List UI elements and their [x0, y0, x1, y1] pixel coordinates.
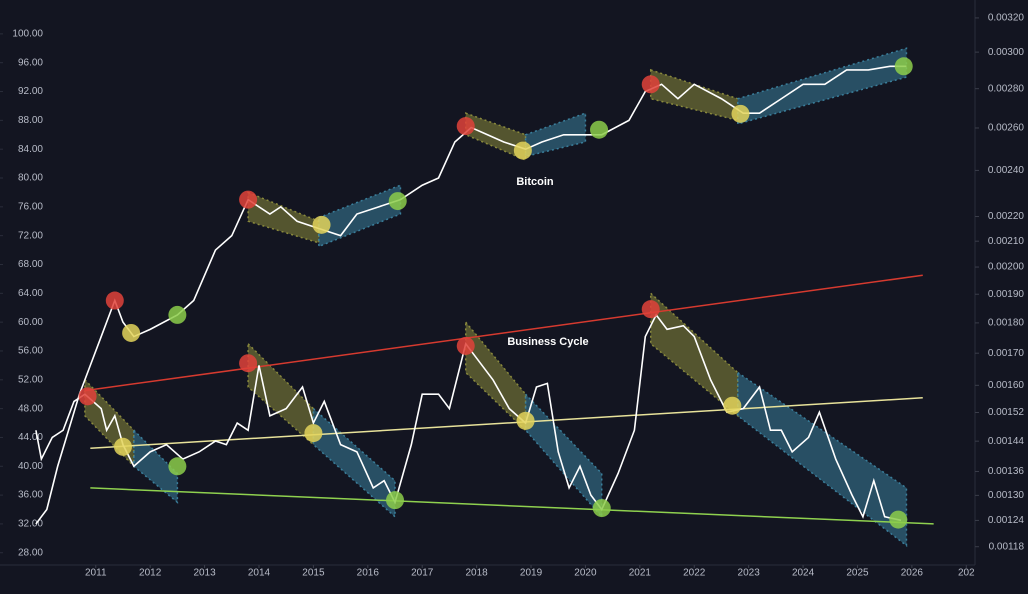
signal-dot [168, 305, 187, 324]
y2-tick-label: 0.00160 [988, 380, 1025, 391]
y-tick-label: 52.00 [18, 374, 43, 385]
signal-dot [386, 491, 405, 510]
y2-tick-label: 0.00144 [988, 436, 1025, 447]
x-tick-label: 2011 [85, 568, 107, 579]
x-tick-label: 2020 [574, 568, 597, 579]
signal-dot [113, 437, 132, 456]
x-tick-label: 2024 [792, 568, 815, 579]
signal-dot [723, 396, 742, 415]
y2-tick-label: 0.00300 [988, 47, 1025, 58]
y2-tick-label: 0.00136 [988, 466, 1025, 477]
trend-line [90, 487, 934, 525]
y2-tick-label: 0.00170 [988, 348, 1025, 359]
x-tick-label: 2026 [901, 568, 924, 579]
signal-dot [456, 117, 475, 136]
y-tick-label: 76.00 [18, 201, 43, 212]
x-tick-label: 2022 [683, 568, 706, 579]
channel [133, 428, 179, 504]
signal-dot [456, 336, 475, 355]
channel [737, 371, 908, 548]
y2-tick-label: 0.00180 [988, 318, 1025, 329]
x-tick-label: 2018 [465, 568, 488, 579]
signal-dot [516, 411, 535, 430]
y2-tick-label: 0.00280 [988, 83, 1025, 94]
x-tick-label: 2016 [357, 568, 380, 579]
y-tick-label: 68.00 [18, 259, 43, 270]
signal-dot [889, 510, 908, 529]
x-tick-label: 2015 [302, 568, 325, 579]
y-tick-label: 36.00 [18, 490, 43, 501]
signal-dot [641, 300, 660, 319]
y-tick-label: 100.00 [12, 29, 43, 40]
series-label: Bitcoin [516, 176, 554, 188]
y-tick-label: 44.00 [18, 432, 43, 443]
signal-dot [105, 291, 124, 310]
signal-dot [590, 120, 609, 139]
y-tick-label: 88.00 [18, 115, 43, 126]
channel [737, 47, 908, 125]
signal-dot [388, 192, 407, 211]
x-tick-label: 2012 [139, 568, 162, 579]
y-tick-label: 80.00 [18, 173, 43, 184]
x-tick-label: 2013 [193, 568, 216, 579]
y2-tick-label: 0.00124 [988, 515, 1025, 526]
y-tick-label: 64.00 [18, 288, 43, 299]
y-tick-label: 48.00 [18, 403, 43, 414]
x-tick-label: 2017 [411, 568, 434, 579]
x-tick-label: 202 [958, 568, 975, 579]
y-tick-label: 92.00 [18, 86, 43, 97]
y2-tick-label: 0.00240 [988, 165, 1025, 176]
channel [649, 68, 739, 122]
y-tick-label: 96.00 [18, 57, 43, 68]
x-tick-label: 2023 [738, 568, 761, 579]
trend-line [84, 274, 923, 392]
y-tick-label: 84.00 [18, 144, 43, 155]
signal-dot [304, 424, 323, 443]
y2-tick-label: 0.00200 [988, 262, 1025, 273]
y-tick-label: 56.00 [18, 346, 43, 357]
signal-dot [641, 75, 660, 94]
y2-tick-label: 0.00210 [988, 236, 1025, 247]
signal-dot [239, 354, 258, 373]
x-tick-label: 2014 [248, 568, 271, 579]
y-tick-label: 72.00 [18, 230, 43, 241]
series-label: Business Cycle [507, 336, 588, 348]
y2-tick-label: 0.00320 [988, 13, 1025, 24]
y2-tick-label: 0.00152 [988, 407, 1025, 418]
signal-dot [731, 104, 750, 123]
y-tick-label: 60.00 [18, 317, 43, 328]
signal-dot [312, 215, 331, 234]
y-tick-label: 40.00 [18, 461, 43, 472]
channel [318, 184, 402, 248]
y2-tick-label: 0.00260 [988, 123, 1025, 134]
channel [247, 341, 315, 447]
channel [247, 191, 320, 244]
signal-dot [592, 499, 611, 518]
x-tick-label: 2025 [846, 568, 869, 579]
y2-tick-label: 0.00130 [988, 490, 1025, 501]
series-line [35, 313, 902, 522]
y2-tick-label: 0.00190 [988, 289, 1025, 300]
signal-dot [78, 387, 97, 406]
y2-tick-label: 0.00220 [988, 211, 1025, 222]
y-tick-label: 28.00 [18, 547, 43, 558]
channel [464, 320, 527, 432]
signal-dot [239, 190, 258, 209]
y2-tick-label: 0.00118 [989, 541, 1025, 552]
signal-dot [513, 141, 532, 160]
x-tick-label: 2019 [520, 568, 543, 579]
signal-dot [894, 57, 913, 76]
signal-dot [122, 323, 141, 342]
x-tick-label: 2021 [629, 568, 652, 579]
y-tick-label: 32.00 [18, 519, 43, 530]
signal-dot [168, 457, 187, 476]
